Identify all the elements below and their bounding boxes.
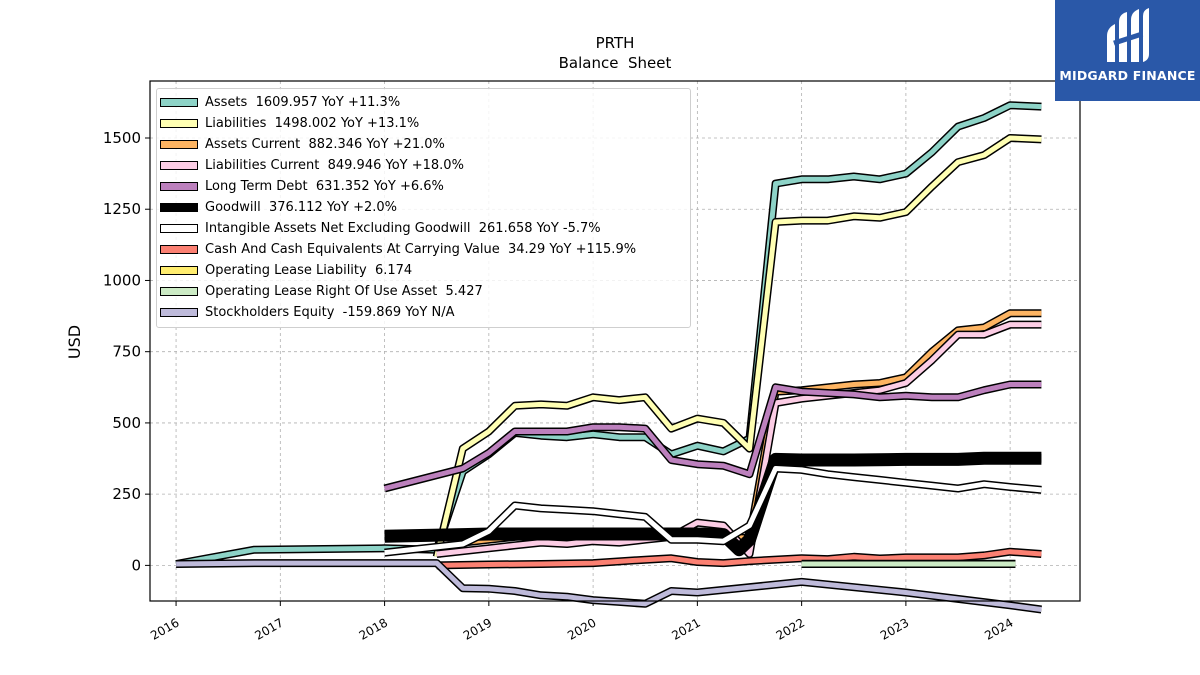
x-tick-label: 2018 bbox=[357, 615, 390, 642]
legend-swatch bbox=[160, 224, 198, 233]
legend-label: Assets 1609.957 YoY +11.3% bbox=[205, 95, 401, 110]
y-tick-label: 1250 bbox=[103, 200, 141, 218]
legend-label: Liabilities Current 849.946 YoY +18.0% bbox=[205, 158, 464, 173]
legend-label: Long Term Debt 631.352 YoY +6.6% bbox=[205, 179, 444, 194]
series-line-intangible-assets-net-excluding-goodwill bbox=[384, 466, 1042, 556]
series-line-liabilities bbox=[434, 135, 1042, 558]
legend-item: Stockholders Equity -159.869 YoY N/A bbox=[157, 302, 690, 323]
x-tick-label: 2016 bbox=[148, 615, 181, 642]
legend-swatch bbox=[160, 119, 198, 128]
legend-item: Intangible Assets Net Excluding Goodwill… bbox=[157, 218, 690, 239]
legend-swatch bbox=[160, 182, 198, 191]
legend-item: Liabilities 1498.002 YoY +13.1% bbox=[157, 113, 690, 134]
legend-label: Liabilities 1498.002 YoY +13.1% bbox=[205, 116, 420, 131]
chart-subtitle: Balance Sheet bbox=[559, 54, 672, 72]
legend-label: Goodwill 376.112 YoY +2.0% bbox=[205, 200, 398, 215]
series-line-long-term-debt bbox=[383, 382, 1042, 491]
legend-swatch bbox=[160, 161, 198, 170]
series-line-goodwill bbox=[384, 453, 1042, 555]
legend-item: Operating Lease Liability 6.174 bbox=[157, 260, 690, 281]
legend-swatch bbox=[160, 98, 198, 107]
legend-label: Stockholders Equity -159.869 YoY N/A bbox=[205, 305, 455, 320]
legend-item: Assets 1609.957 YoY +11.3% bbox=[157, 92, 690, 113]
legend-item: Operating Lease Right Of Use Asset 5.427 bbox=[157, 281, 690, 302]
series-line-stockholders-equity bbox=[176, 560, 1042, 612]
x-tick-label: 2022 bbox=[774, 615, 807, 642]
chart-title: PRTH bbox=[596, 34, 635, 52]
midgard-logo-icon bbox=[1107, 8, 1149, 62]
y-tick-label: 500 bbox=[112, 414, 141, 432]
legend-item: Liabilities Current 849.946 YoY +18.0% bbox=[157, 155, 690, 176]
legend-swatch bbox=[160, 287, 198, 296]
x-tick-label: 2019 bbox=[461, 615, 494, 642]
legend-item: Goodwill 376.112 YoY +2.0% bbox=[157, 197, 690, 218]
midgard-finance-logo: MIDGARD FINANCE bbox=[1055, 0, 1200, 101]
x-tick-label: 2023 bbox=[878, 615, 911, 642]
x-tick-label: 2021 bbox=[669, 615, 702, 642]
series-line-cash-and-cash-equivalents-at-carrying-value bbox=[436, 549, 1042, 568]
legend-label: Operating Lease Liability 6.174 bbox=[205, 263, 413, 278]
x-tick-label: 2020 bbox=[565, 615, 598, 642]
series-lines bbox=[175, 101, 1042, 614]
legend-label: Intangible Assets Net Excluding Goodwill… bbox=[205, 221, 601, 236]
y-tick-label: 1000 bbox=[103, 271, 141, 289]
x-tick-label: 2017 bbox=[252, 615, 285, 642]
legend-item: Long Term Debt 631.352 YoY +6.6% bbox=[157, 176, 690, 197]
legend-label: Operating Lease Right Of Use Asset 5.427 bbox=[205, 284, 483, 299]
x-tick-label: 2024 bbox=[982, 615, 1015, 642]
legend: Assets 1609.957 YoY +11.3% Liabilities 14… bbox=[156, 88, 691, 328]
legend-item: Cash And Cash Equivalents At Carrying Va… bbox=[157, 239, 690, 260]
y-tick-label: 0 bbox=[131, 556, 141, 574]
legend-swatch bbox=[160, 203, 198, 212]
legend-swatch bbox=[160, 266, 198, 275]
legend-swatch bbox=[160, 140, 198, 149]
plot-frame bbox=[149, 80, 1081, 602]
legend-swatch bbox=[160, 308, 198, 317]
legend-swatch bbox=[160, 245, 198, 254]
legend-label: Assets Current 882.346 YoY +21.0% bbox=[205, 137, 445, 152]
y-tick-label: 1500 bbox=[103, 129, 141, 147]
logo-brand-text: MIDGARD FINANCE bbox=[1059, 68, 1196, 83]
y-tick-label: 250 bbox=[112, 485, 141, 503]
y-tick-label: 750 bbox=[112, 343, 141, 361]
y-axis-label: USD bbox=[65, 325, 84, 359]
legend-label: Cash And Cash Equivalents At Carrying Va… bbox=[205, 242, 637, 257]
legend-item: Assets Current 882.346 YoY +21.0% bbox=[157, 134, 690, 155]
